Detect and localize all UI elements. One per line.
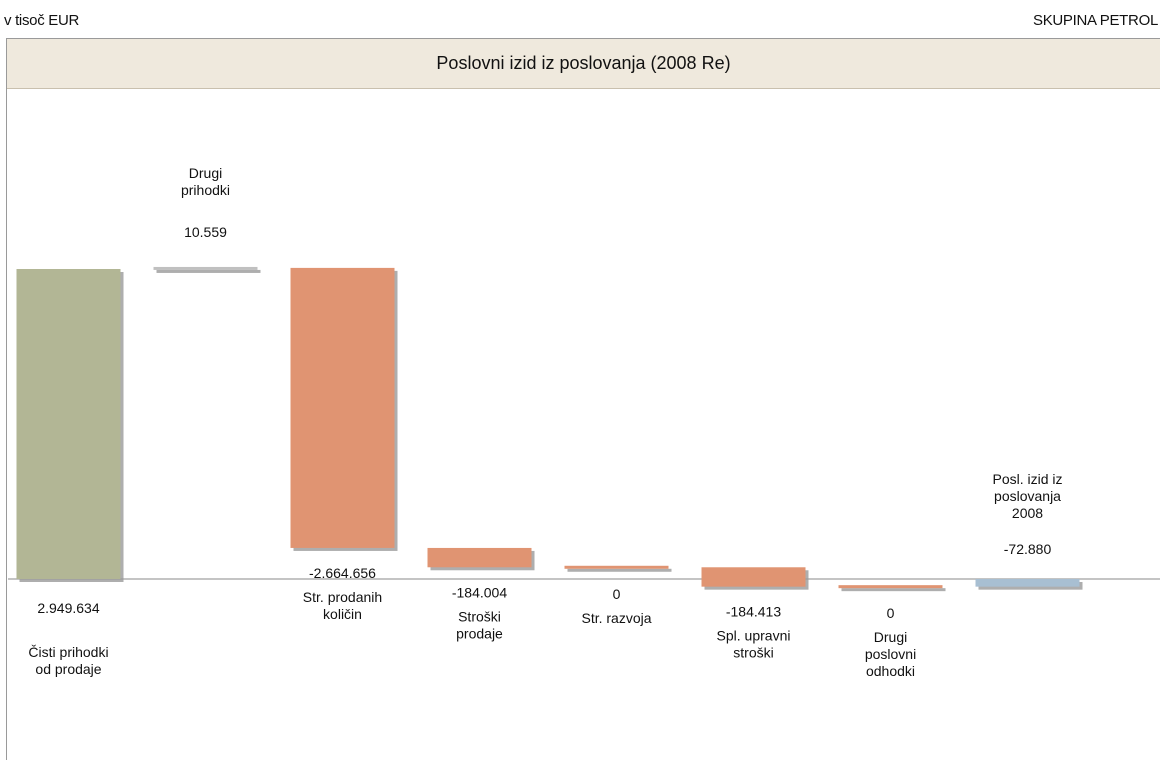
chart-title: Poslovni izid iz poslovanja (2008 Re)	[7, 39, 1160, 89]
company-name: SKUPINA PETROL	[1032, 12, 1158, 29]
bar-1	[153, 266, 258, 270]
category-label: Čisti prihodki	[28, 644, 108, 660]
category-label: odhodki	[866, 663, 915, 679]
bar-shadow	[567, 568, 672, 572]
category-label: poslovni	[865, 646, 916, 662]
bar-0	[16, 269, 121, 579]
bar-5	[701, 567, 806, 587]
category-label: 2008	[1012, 505, 1043, 521]
category-label: količin	[323, 606, 362, 622]
category-label: prihodki	[181, 182, 230, 198]
value-label: -184.413	[726, 604, 781, 620]
category-label: Posl. izid iz	[992, 471, 1062, 487]
bar-shadow	[841, 588, 946, 592]
bar-3	[427, 547, 532, 568]
category-label: poslovanja	[994, 488, 1061, 504]
value-label: -184.004	[452, 584, 507, 600]
category-label: Stroški	[458, 608, 501, 624]
category-label: od prodaje	[35, 661, 101, 677]
bar-4	[564, 565, 669, 569]
value-label: -72.880	[1004, 541, 1052, 557]
bar-6	[838, 585, 943, 589]
category-label: Str. prodanih	[303, 589, 382, 605]
unit-label: v tisoč EUR	[4, 12, 80, 29]
value-label: 0	[613, 586, 621, 602]
bar-2	[290, 267, 395, 548]
value-label: -2.664.656	[309, 565, 376, 581]
category-label: Drugi	[189, 165, 222, 181]
category-label: Drugi	[874, 629, 907, 645]
value-label: 0	[887, 605, 895, 621]
value-label: 10.559	[184, 224, 227, 240]
bar-7	[975, 579, 1080, 587]
value-label: 2.949.634	[37, 600, 99, 616]
category-label: Spl. upravni	[717, 628, 791, 644]
chart-frame	[6, 38, 1160, 760]
bar-shadow	[156, 269, 261, 273]
category-label: prodaje	[456, 625, 503, 641]
category-label: Str. razvoja	[581, 610, 651, 626]
category-label: stroški	[733, 645, 773, 661]
